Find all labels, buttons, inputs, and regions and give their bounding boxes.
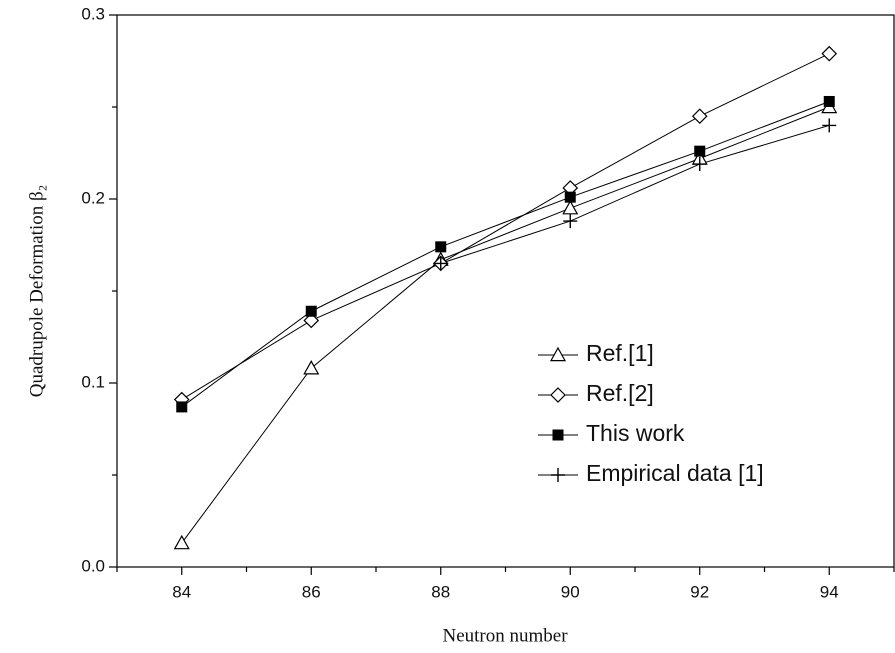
legend-label: Ref.[1]: [586, 340, 654, 366]
legend-label: Empirical data [1]: [586, 460, 764, 486]
x-tick-label: 88: [431, 582, 450, 601]
y-tick-label: 0.2: [81, 188, 105, 207]
y-tick-label: 0.0: [81, 556, 105, 575]
x-tick-label: 90: [561, 582, 580, 601]
legend-label: Ref.[2]: [586, 380, 654, 406]
series-line: [181, 53, 830, 400]
marker-square: [552, 429, 564, 441]
marker-square: [435, 241, 447, 253]
series-line: [181, 106, 830, 544]
marker-square: [823, 95, 835, 107]
series-line: [181, 101, 830, 408]
marker-square: [694, 145, 706, 157]
marker-diamond: [550, 387, 566, 403]
x-tick-label: 94: [820, 582, 839, 601]
y-axis-label: Quadrupole Deformation β₂: [26, 185, 47, 398]
y-tick-label: 0.3: [81, 4, 105, 23]
marker-plus: [822, 118, 837, 133]
marker-triangle: [562, 199, 579, 215]
marker-plus: [563, 214, 578, 229]
series-line: [440, 124, 830, 264]
marker-square: [305, 305, 317, 317]
marker-diamond: [303, 312, 320, 329]
marker-plus: [433, 256, 448, 271]
y-tick-label: 0.1: [81, 372, 105, 391]
x-tick-label: 84: [172, 582, 191, 601]
marker-square: [176, 401, 188, 413]
marker-triangle: [549, 346, 567, 362]
marker-plus: [551, 468, 565, 482]
marker-diamond: [691, 108, 708, 125]
marker-square: [564, 191, 576, 203]
marker-plus: [692, 157, 707, 172]
plot-frame: [116, 14, 895, 568]
x-tick-label: 92: [690, 582, 709, 601]
x-tick-label: 86: [302, 582, 321, 601]
x-axis-label: Neutron number: [442, 625, 568, 646]
legend-label: This work: [586, 420, 685, 446]
marker-triangle: [303, 360, 320, 375]
marker-diamond: [821, 45, 838, 62]
marker-triangle: [173, 534, 190, 550]
